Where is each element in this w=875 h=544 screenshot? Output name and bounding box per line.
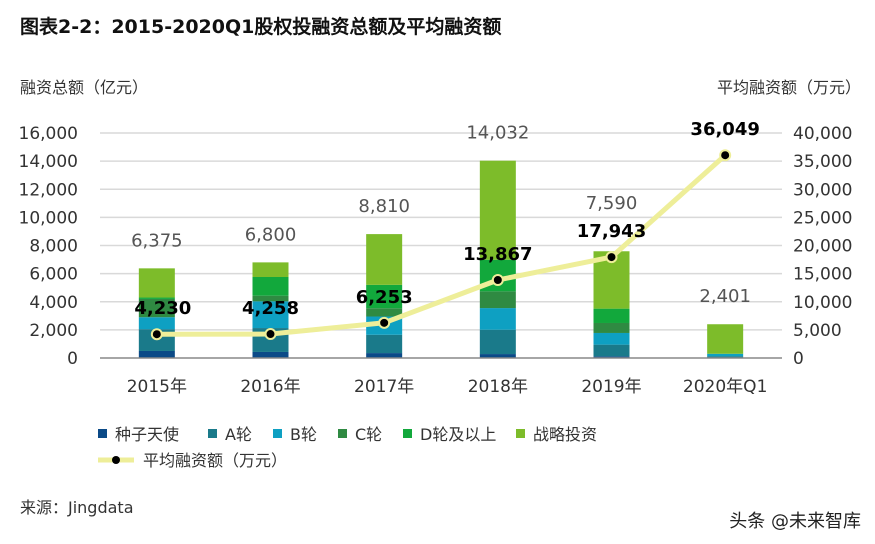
legend-label: A轮 bbox=[225, 425, 252, 444]
bar-segment-6 bbox=[138, 268, 175, 298]
x-tick-label: 2018年 bbox=[468, 377, 528, 397]
bar-total-label: 8,810 bbox=[358, 196, 410, 217]
x-tick-label: 2019年 bbox=[581, 377, 641, 397]
watermark: 头条 @未来智库 bbox=[729, 511, 861, 532]
y-tick-label: 16,000 bbox=[19, 124, 78, 144]
bar-segment-2 bbox=[366, 334, 403, 354]
bar-segment-4 bbox=[479, 291, 516, 309]
avg-line-marker bbox=[264, 328, 277, 341]
bar-segment-1 bbox=[479, 354, 516, 358]
x-tick-label: 2020年Q1 bbox=[683, 377, 767, 397]
y2-tick-label: 20,000 bbox=[793, 237, 852, 257]
y-axis-left-label: 融资总额（亿元） bbox=[20, 78, 149, 97]
legend-label: 平均融资额（万元） bbox=[143, 451, 287, 470]
bar-segment-5 bbox=[252, 277, 289, 296]
y2-tick-label: 0 bbox=[793, 349, 804, 369]
avg-line-label: 17,943 bbox=[577, 221, 646, 242]
y2-tick-label: 35,000 bbox=[793, 152, 852, 172]
y-tick-label: 0 bbox=[67, 349, 78, 369]
bar-total-label: 2,401 bbox=[699, 286, 751, 307]
legend-item: D轮及以上 bbox=[403, 421, 496, 445]
bar-total-label: 7,590 bbox=[586, 193, 638, 214]
x-tick-label: 2015年 bbox=[127, 377, 187, 397]
y-axis-right-label: 平均融资额（万元） bbox=[716, 78, 861, 97]
bar-segment-3 bbox=[252, 301, 289, 329]
bar-total-label: 14,032 bbox=[466, 123, 529, 144]
bar-segment-3 bbox=[593, 332, 630, 345]
x-tick-label: 2016年 bbox=[240, 377, 300, 397]
y-tick-label: 4,000 bbox=[29, 293, 78, 313]
y-tick-label: 6,000 bbox=[29, 265, 78, 285]
bar-total-label: 6,375 bbox=[131, 230, 183, 251]
bar-segment-1 bbox=[252, 351, 289, 358]
x-tick-label: 2017年 bbox=[354, 377, 414, 397]
bar-segment-4 bbox=[138, 298, 175, 318]
bar-segment-6 bbox=[479, 160, 516, 260]
legend-line-marker bbox=[112, 456, 120, 464]
bar-segment-5 bbox=[138, 297, 175, 299]
legend-label: C轮 bbox=[355, 425, 383, 444]
y-tick-label: 2,000 bbox=[29, 321, 78, 341]
legend-item: C轮 bbox=[338, 421, 382, 445]
y2-tick-label: 25,000 bbox=[793, 208, 852, 228]
avg-line-marker bbox=[605, 251, 618, 264]
avg-line-marker bbox=[491, 273, 504, 286]
bar-segment-2 bbox=[593, 344, 630, 357]
avg-line-marker bbox=[719, 149, 732, 162]
legend-item: 战略投资 bbox=[516, 421, 597, 445]
chart-title: 图表2-2：2015-2020Q1股权投融资总额及平均融资额 bbox=[20, 16, 502, 38]
avg-line-label: 4,230 bbox=[134, 298, 191, 319]
legend-swatch bbox=[273, 428, 282, 438]
legend-item: B轮 bbox=[273, 421, 317, 445]
y-tick-label: 14,000 bbox=[19, 152, 78, 172]
legend-item: 种子天使 bbox=[98, 421, 179, 445]
y-tick-label: 12,000 bbox=[19, 180, 78, 200]
legend-swatch bbox=[516, 428, 525, 438]
bar-segment-1 bbox=[593, 356, 630, 358]
avg-line-label: 4,258 bbox=[242, 298, 299, 319]
avg-line-label: 6,253 bbox=[356, 287, 413, 308]
bar-total-label: 6,800 bbox=[245, 224, 297, 245]
avg-line-marker bbox=[378, 316, 391, 329]
y2-tick-label: 10,000 bbox=[793, 293, 852, 313]
bar-segment-5 bbox=[593, 308, 630, 323]
y-tick-label: 8,000 bbox=[29, 237, 78, 257]
bar-segment-3 bbox=[707, 353, 744, 357]
bar-segment-4 bbox=[593, 322, 630, 333]
y2-tick-label: 15,000 bbox=[793, 265, 852, 285]
bar-segment-6 bbox=[707, 324, 744, 354]
avg-line bbox=[156, 153, 727, 337]
bar-segment-6 bbox=[366, 234, 403, 285]
source-note: 来源：Jingdata bbox=[20, 498, 134, 517]
avg-line-marker bbox=[150, 328, 163, 341]
bar-segment-1 bbox=[138, 350, 175, 358]
avg-line-label: 13,867 bbox=[463, 244, 532, 265]
y2-tick-label: 40,000 bbox=[793, 124, 852, 144]
legend-swatch bbox=[338, 428, 347, 438]
bar-segment-6 bbox=[252, 262, 289, 277]
bar-segment-5 bbox=[366, 284, 403, 309]
bar-segment-3 bbox=[138, 317, 175, 330]
bar-segment-2 bbox=[707, 356, 744, 358]
avg-line-label: 36,049 bbox=[690, 119, 759, 140]
bar-segment-4 bbox=[252, 295, 289, 302]
y-tick-label: 10,000 bbox=[19, 208, 78, 228]
y2-tick-label: 5,000 bbox=[793, 321, 842, 341]
bar-segment-4 bbox=[366, 308, 403, 317]
legend-label: 种子天使 bbox=[115, 425, 180, 444]
legend-item: A轮 bbox=[208, 421, 252, 445]
legend-swatch bbox=[208, 428, 217, 438]
legend-label: D轮及以上 bbox=[420, 425, 497, 444]
legend-label: B轮 bbox=[290, 425, 317, 444]
bar-segment-2 bbox=[479, 329, 516, 355]
y2-tick-label: 30,000 bbox=[793, 180, 852, 200]
legend-label: 战略投资 bbox=[533, 425, 598, 444]
legend-swatch bbox=[98, 428, 107, 438]
legend-swatch bbox=[403, 428, 412, 438]
bar-segment-3 bbox=[479, 308, 516, 330]
bar-segment-1 bbox=[366, 353, 403, 358]
